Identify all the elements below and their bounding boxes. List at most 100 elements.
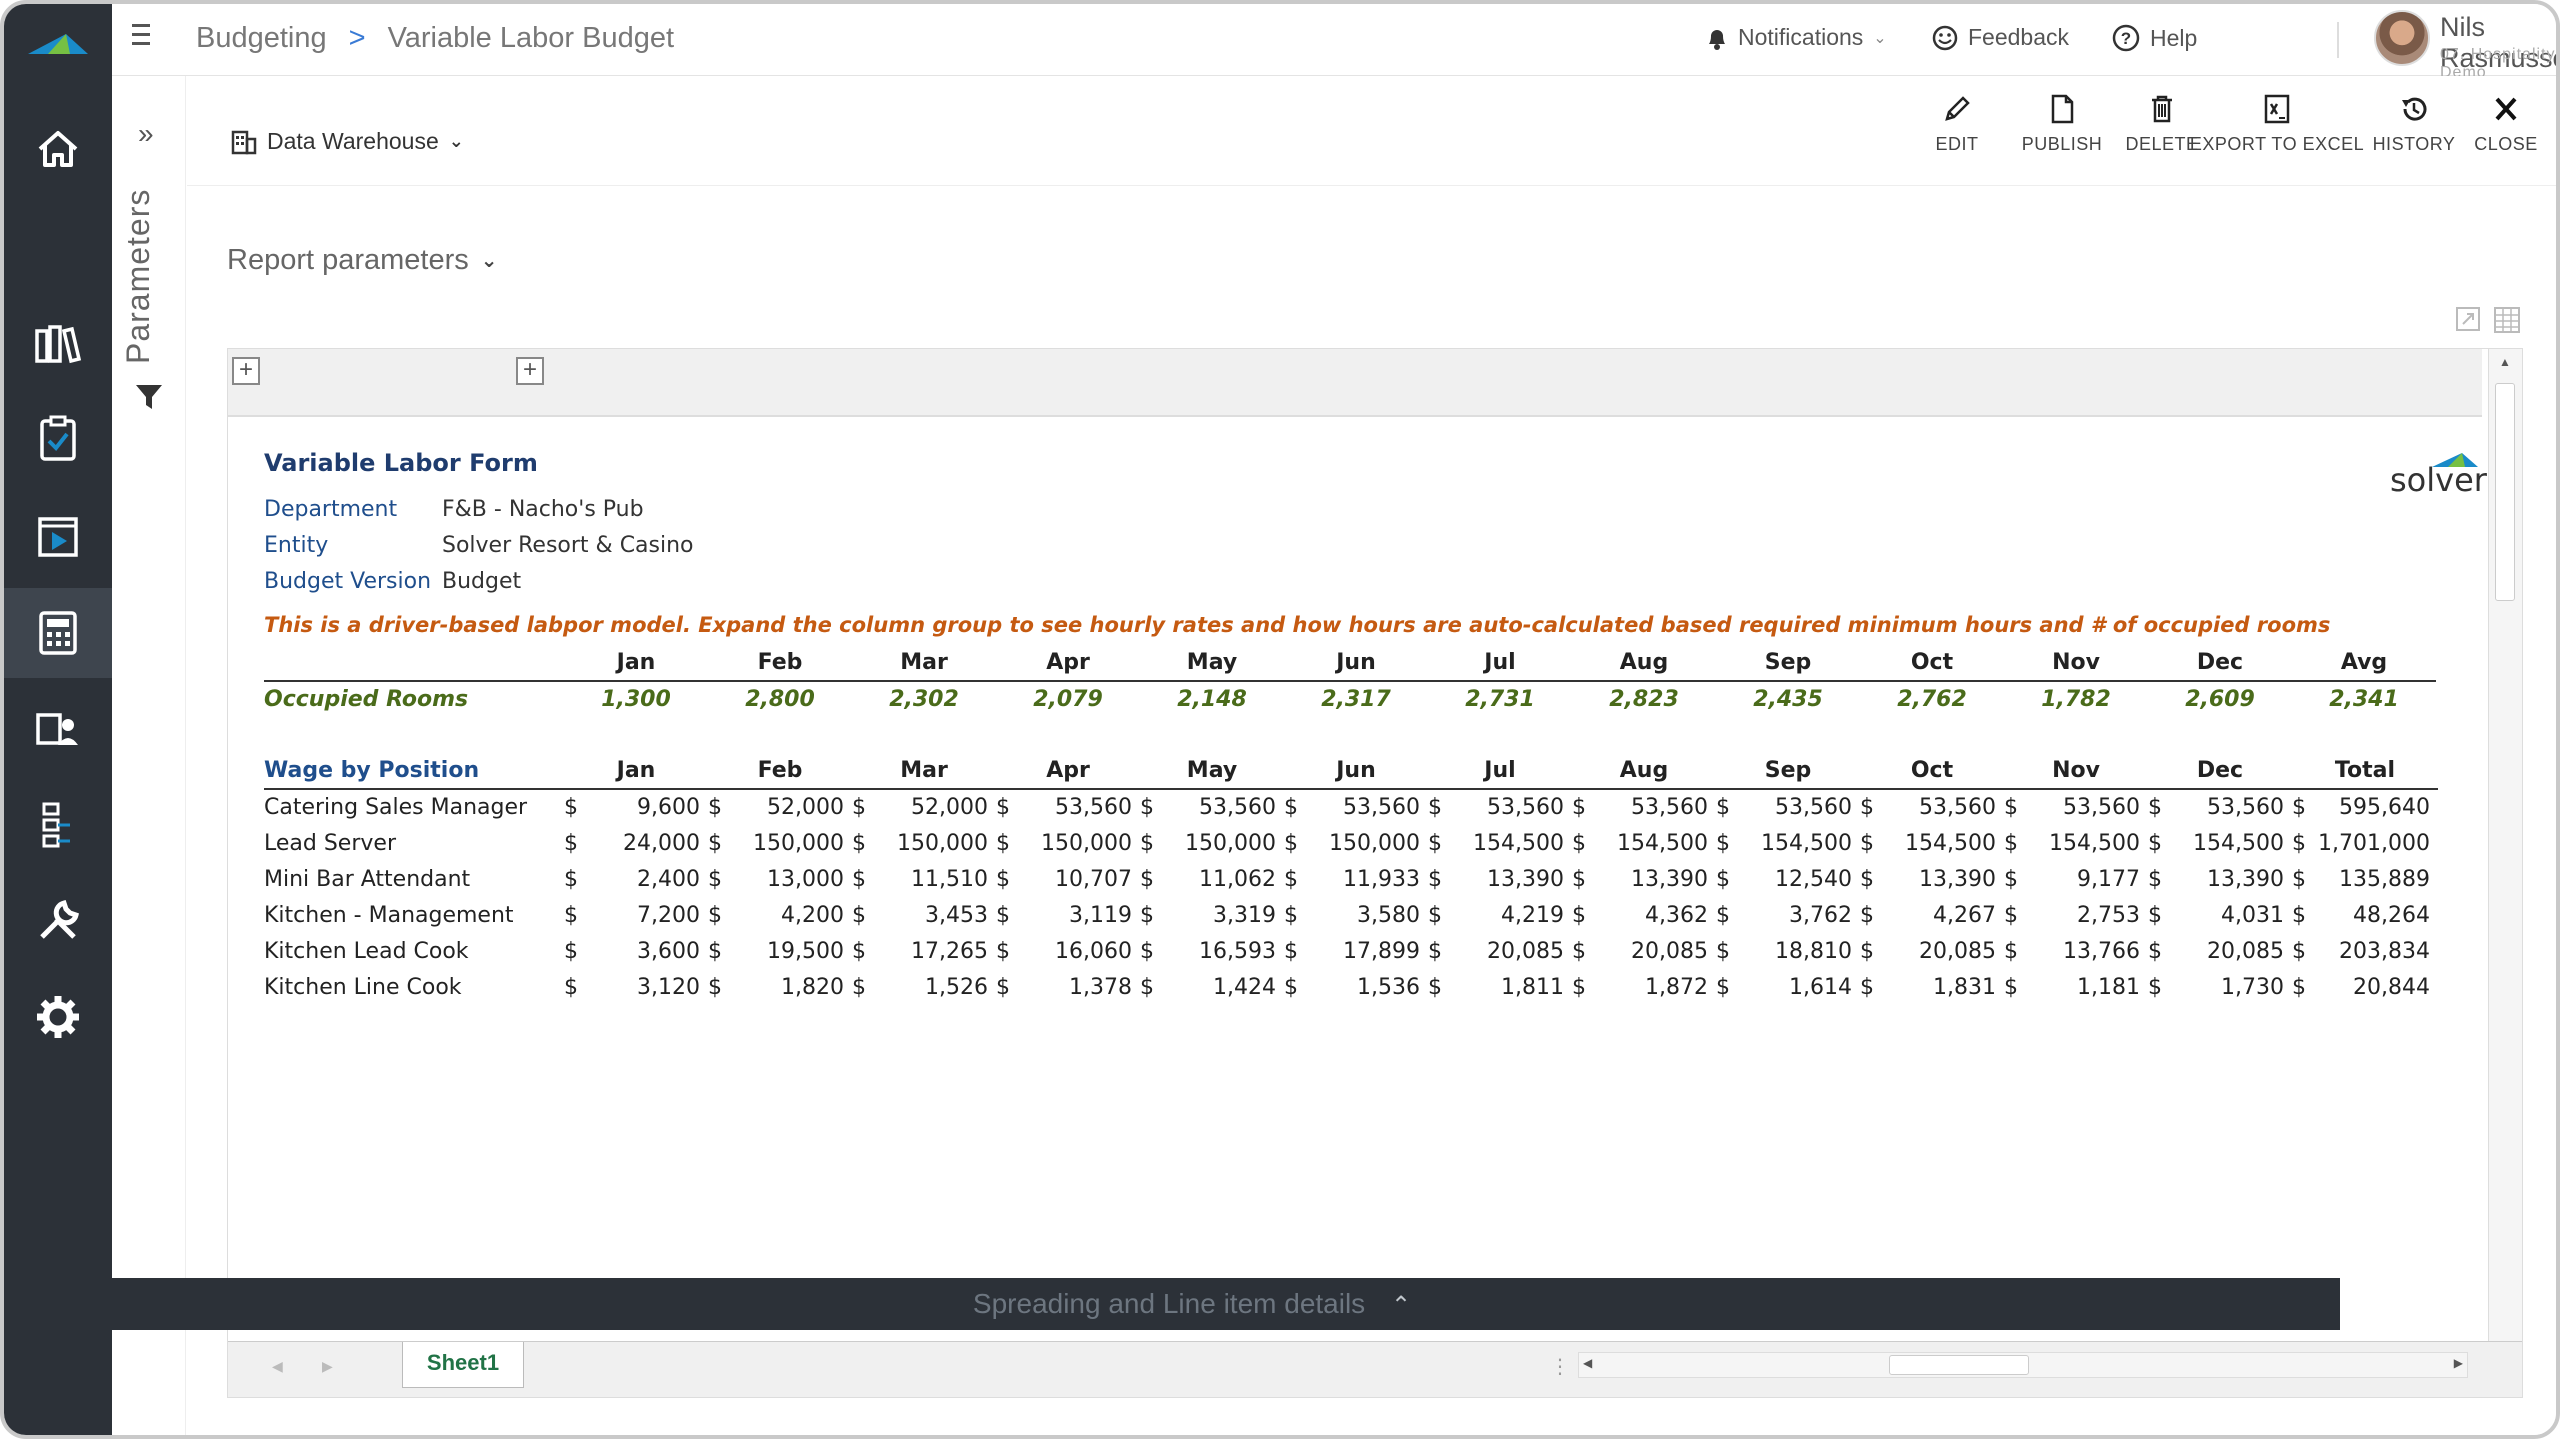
cell-value[interactable]: 203,834 xyxy=(2338,938,2430,964)
cell-value[interactable]: 4,219 xyxy=(1501,902,1564,928)
cell-value[interactable]: 12,540 xyxy=(1775,866,1852,892)
cell-value[interactable]: 150,000 xyxy=(897,830,988,856)
cell-value[interactable]: 7,200 xyxy=(637,902,700,928)
cell-value[interactable]: 11,933 xyxy=(1343,866,1420,892)
cell-value[interactable]: 9,600 xyxy=(637,795,700,820)
cell-value[interactable]: 11,510 xyxy=(911,866,988,892)
cell-value[interactable]: 1,378 xyxy=(1069,974,1132,1000)
cell-value[interactable]: 53,560 xyxy=(1775,795,1852,820)
cell-value[interactable]: 1,701,000 xyxy=(2318,830,2430,856)
cell-value[interactable]: 13,390 xyxy=(2207,866,2284,892)
cell-value[interactable]: 1,181 xyxy=(2077,974,2140,1000)
field-value[interactable]: Budget xyxy=(442,569,522,594)
cell-value[interactable]: 53,560 xyxy=(1631,795,1708,820)
cell-value[interactable]: 4,267 xyxy=(1933,902,1996,928)
library-icon[interactable] xyxy=(4,298,112,388)
cell-value[interactable]: 4,362 xyxy=(1645,902,1708,928)
field-value[interactable]: Solver Resort & Casino xyxy=(442,533,694,558)
expand-group-button[interactable]: + xyxy=(232,357,260,385)
cell-value[interactable]: 13,390 xyxy=(1919,866,1996,892)
cell-value[interactable]: 17,265 xyxy=(911,938,988,964)
spreadsheet[interactable]: + + ▲ ▼ Variable Labor Form solver Depar… xyxy=(227,348,2523,1398)
cell-value[interactable]: 4,200 xyxy=(781,902,844,928)
tab-next-icon[interactable]: ▶ xyxy=(322,1358,333,1374)
cell-value[interactable]: 52,000 xyxy=(767,795,844,820)
cell-value[interactable]: 2,609 xyxy=(2185,687,2255,712)
expand-group-button[interactable]: + xyxy=(516,357,544,385)
splitter-icon[interactable]: ⋮ xyxy=(1550,1356,1570,1378)
cell-value[interactable]: 20,085 xyxy=(1487,938,1564,964)
cell-value[interactable]: 154,500 xyxy=(1617,830,1708,856)
cell-value[interactable]: 154,500 xyxy=(2049,830,2140,856)
cell-value[interactable]: 154,500 xyxy=(2193,830,2284,856)
cell-value[interactable]: 52,000 xyxy=(911,795,988,820)
cell-value[interactable]: 9,177 xyxy=(2077,866,2140,892)
cell-value[interactable]: 154,500 xyxy=(1761,830,1852,856)
scroll-right-icon[interactable]: ▶ xyxy=(2453,1356,2463,1370)
cell-value[interactable]: 1,526 xyxy=(925,974,988,1000)
vertical-scrollbar[interactable]: ▲ ▼ xyxy=(2488,349,2522,1359)
expand-panel-icon[interactable]: » xyxy=(138,118,154,149)
cell-value[interactable]: 1,424 xyxy=(1213,974,1276,1000)
calculator-icon[interactable] xyxy=(4,588,112,678)
cell-value[interactable]: 53,560 xyxy=(2207,795,2284,820)
cell-value[interactable]: 1,811 xyxy=(1501,974,1564,1000)
export-to-excel-button[interactable]: EXPORT TO EXCEL xyxy=(2177,94,2377,155)
cell-value[interactable]: 19,500 xyxy=(767,938,844,964)
cell-value[interactable]: 3,119 xyxy=(1069,902,1132,928)
help-button[interactable]: ? Help xyxy=(2112,24,2197,52)
cell-value[interactable]: 13,390 xyxy=(1487,866,1564,892)
cell-value[interactable]: 53,560 xyxy=(1487,795,1564,820)
history-button[interactable]: HISTORY xyxy=(2359,94,2469,155)
data-source-dropdown[interactable]: Data Warehouse ⌄ xyxy=(231,128,464,155)
cell-value[interactable]: 135,889 xyxy=(2338,866,2430,892)
cell-value[interactable]: 2,079 xyxy=(1033,687,1103,712)
grid-view-icon[interactable] xyxy=(2493,306,2521,334)
cell-value[interactable]: 150,000 xyxy=(753,830,844,856)
tools-icon[interactable] xyxy=(4,876,112,966)
cell-value[interactable]: 3,319 xyxy=(1213,902,1276,928)
cell-value[interactable]: 1,614 xyxy=(1789,974,1852,1000)
cell-value[interactable]: 3,580 xyxy=(1357,902,1420,928)
cell-value[interactable]: 3,120 xyxy=(637,974,700,1000)
cell-value[interactable]: 18,810 xyxy=(1775,938,1852,964)
cell-value[interactable]: 20,844 xyxy=(2352,974,2430,1000)
report-parameters-toggle[interactable]: Report parameters ⌄ xyxy=(227,244,498,277)
clipboard-check-icon[interactable] xyxy=(4,394,112,484)
cell-value[interactable]: 3,762 xyxy=(1789,902,1852,928)
menu-hamburger-icon[interactable] xyxy=(132,24,158,46)
tab-sheet1[interactable]: Sheet1 xyxy=(402,1342,524,1388)
notifications-button[interactable]: Notifications ⌄ xyxy=(1706,24,1887,51)
publish-button[interactable]: PUBLISH xyxy=(1987,94,2137,155)
scroll-up-icon[interactable]: ▲ xyxy=(2499,355,2511,369)
cell-value[interactable]: 2,731 xyxy=(1465,687,1535,712)
cell-value[interactable]: 20,085 xyxy=(1631,938,1708,964)
expand-view-icon[interactable] xyxy=(2455,306,2481,332)
cell-value[interactable]: 150,000 xyxy=(1329,830,1420,856)
hierarchy-icon[interactable] xyxy=(4,780,112,870)
cell-value[interactable]: 2,302 xyxy=(889,687,959,712)
cell-value[interactable]: 11,062 xyxy=(1199,866,1276,892)
delete-button[interactable]: DELETE xyxy=(2087,94,2237,155)
cell-value[interactable]: 3,453 xyxy=(925,902,988,928)
cell-value[interactable]: 53,560 xyxy=(1199,795,1276,820)
cell-value[interactable]: 53,560 xyxy=(1055,795,1132,820)
feedback-button[interactable]: Feedback xyxy=(1932,24,2069,51)
cell-value[interactable]: 3,600 xyxy=(637,938,700,964)
cell-value[interactable]: 13,390 xyxy=(1631,866,1708,892)
cell-value[interactable]: 1,831 xyxy=(1933,974,1996,1000)
cell-value[interactable]: 1,300 xyxy=(601,687,671,712)
cell-value[interactable]: 4,031 xyxy=(2221,902,2284,928)
play-report-icon[interactable] xyxy=(4,492,112,582)
cell-value[interactable]: 2,435 xyxy=(1753,687,1823,712)
cell-value[interactable]: 2,317 xyxy=(1321,687,1391,712)
cell-value[interactable]: 1,536 xyxy=(1357,974,1420,1000)
cell-value[interactable]: 1,820 xyxy=(781,974,844,1000)
cell-value[interactable]: 154,500 xyxy=(1473,830,1564,856)
scroll-left-icon[interactable]: ◀ xyxy=(1583,1356,1593,1370)
cell-value[interactable]: 17,899 xyxy=(1343,938,1420,964)
cell-value[interactable]: 24,000 xyxy=(623,830,700,856)
cell-value[interactable]: 13,000 xyxy=(767,866,844,892)
cell-value[interactable]: 13,766 xyxy=(2063,938,2140,964)
cell-value[interactable]: 2,341 xyxy=(2329,687,2399,712)
